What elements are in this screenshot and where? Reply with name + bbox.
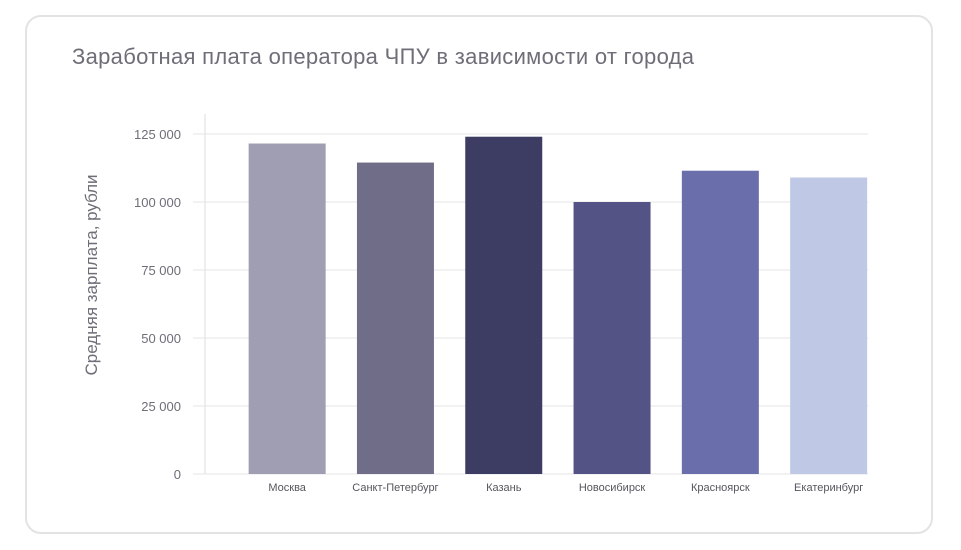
y-tick-label: 75 000	[141, 263, 181, 278]
y-axis-label: Средняя зарплата, рубли	[82, 174, 101, 375]
y-tick-label: 100 000	[134, 195, 181, 210]
chart-title: Заработная плата оператора ЧПУ в зависим…	[72, 44, 695, 69]
y-tick-label: 0	[174, 467, 181, 482]
bar	[465, 136, 543, 474]
y-tick-label: 25 000	[141, 399, 181, 414]
x-tick-label: Москва	[268, 482, 306, 494]
x-tick-label: Красноярск	[691, 482, 750, 494]
x-axis-labels: Москва Санкт-Петербург Казань Новосибирск Кр…	[268, 482, 863, 494]
x-tick-label: Казань	[486, 482, 522, 494]
bar	[790, 177, 868, 474]
y-tick-label: 125 000	[134, 127, 181, 142]
y-axis-ticks: 0 25 000 50 000 75 000 100 000 125 000	[134, 127, 181, 482]
x-tick-label: Новосибирск	[579, 482, 646, 494]
bar	[681, 170, 759, 474]
x-tick-label: Екатеринбург	[794, 482, 863, 494]
bar	[356, 162, 434, 474]
y-tick-label: 50 000	[141, 331, 181, 346]
bars	[248, 136, 868, 474]
x-tick-label: Санкт-Петербург	[352, 482, 438, 494]
bar	[573, 202, 651, 474]
bar	[248, 143, 326, 474]
